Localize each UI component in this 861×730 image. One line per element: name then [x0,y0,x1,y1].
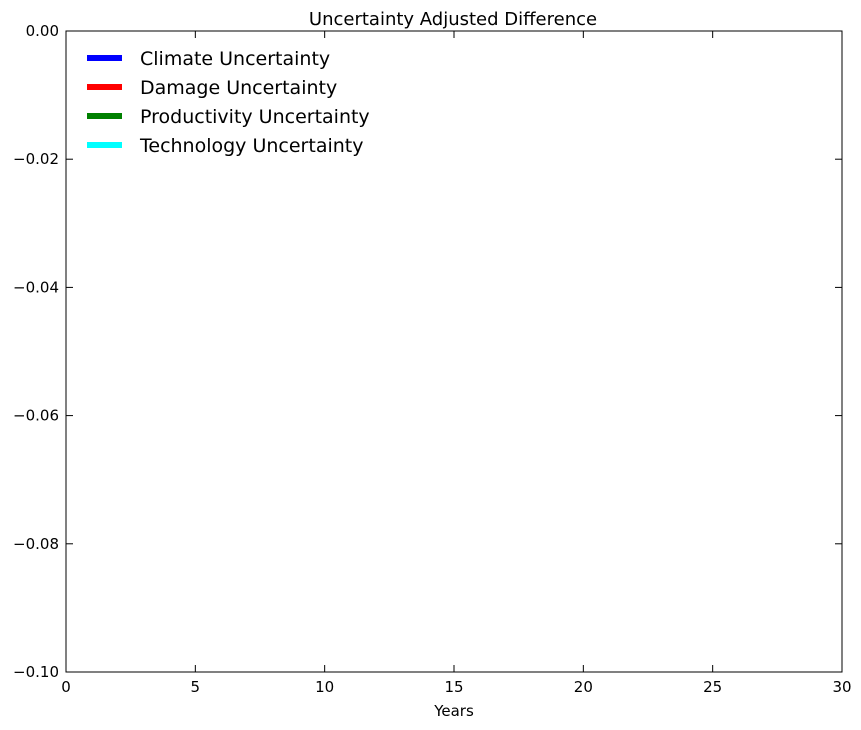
y-axis: 0.00 −0.02 −0.04 −0.06 −0.08 −0.10 [13,22,842,681]
legend-label: Productivity Uncertainty [140,106,370,128]
y-tick-label: −0.04 [13,278,59,296]
plot-frame [65,30,843,673]
x-tick-label: 5 [191,678,201,696]
legend-label: Technology Uncertainty [139,135,363,157]
y-tick-label: 0.00 [26,22,59,40]
chart-title: Uncertainty Adjusted Difference [309,9,597,30]
y-tick-label: −0.10 [13,663,59,681]
x-axis-label: Years [433,702,474,720]
y-tick-label: −0.08 [13,535,59,553]
x-tick-label: 25 [703,678,722,696]
legend-label: Climate Uncertainty [140,48,330,70]
x-tick-label: 20 [574,678,593,696]
x-axis: 0 5 10 15 20 25 30 [61,31,852,696]
y-tick-label: −0.02 [13,150,59,168]
x-tick-label: 0 [61,678,71,696]
legend: Climate Uncertainty Damage Uncertainty Pro… [87,48,370,157]
legend-label: Damage Uncertainty [140,77,337,99]
x-tick-label: 30 [832,678,851,696]
x-tick-label: 15 [444,678,463,696]
x-tick-label: 10 [315,678,334,696]
y-tick-label: −0.06 [13,407,59,425]
